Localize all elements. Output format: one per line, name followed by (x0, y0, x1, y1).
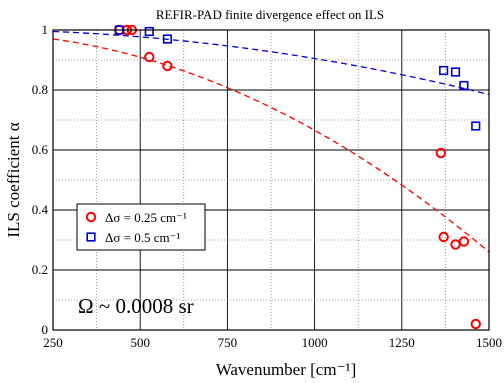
legend-label: Δσ = 0.25 cm⁻¹ (105, 210, 187, 225)
x-tick-label: 500 (130, 335, 150, 350)
data-point-square (162, 34, 173, 44)
legend-marker-circle (85, 211, 97, 223)
data-point-square (471, 121, 481, 131)
x-axis-label: Wavenumber [cm⁻¹] (216, 360, 357, 379)
y-tick-label: 0.6 (32, 142, 49, 157)
data-point-circle (162, 60, 173, 72)
data-point-square (450, 67, 461, 77)
solid-angle-annotation: Ω ~ 0.0008 sr (78, 294, 194, 318)
data-point-circle (458, 236, 470, 247)
fit-curve (52, 38, 490, 253)
plot-frame (52, 29, 490, 331)
x-tick-label: 1500 (476, 335, 502, 350)
y-tick-label: 0.8 (32, 82, 48, 97)
x-tick-label: 1250 (389, 335, 415, 350)
chart-title: REFIR-PAD finite divergence effect on IL… (156, 7, 384, 22)
legend-box (76, 203, 206, 251)
y-tick-label: 0.2 (32, 262, 48, 277)
data-point-square (459, 80, 469, 91)
axis-ticks: 250 500 750 1000 1250 1500 0 0.2 0.4 0.6 0.8 1 (32, 22, 502, 350)
data-point-circle (144, 51, 155, 63)
legend-marker-square (86, 232, 96, 242)
y-tick-label: 1 (42, 22, 49, 37)
data-point-circle (438, 231, 449, 243)
data-marks (114, 24, 481, 330)
legend-label: Δσ = 0.5 cm⁻¹ (105, 230, 180, 245)
x-tick-label: 250 (43, 335, 63, 350)
data-point-circle (435, 147, 447, 159)
data-point-circle (470, 318, 481, 330)
data-point-square (439, 65, 449, 76)
y-axis-label: ILS coefficient α (4, 122, 23, 237)
y-tick-label: 0 (42, 322, 49, 337)
x-tick-label: 1000 (302, 335, 328, 350)
x-tick-label: 750 (218, 335, 238, 350)
data-point-circle (450, 239, 461, 250)
grid (52, 29, 490, 331)
legend: Δσ = 0.25 cm⁻¹ Δσ = 0.5 cm⁻¹ (76, 203, 206, 251)
fit-curve (52, 30, 490, 96)
data-point-square (144, 26, 154, 37)
y-tick-label: 0.4 (32, 202, 49, 217)
fit-curves (52, 30, 490, 253)
